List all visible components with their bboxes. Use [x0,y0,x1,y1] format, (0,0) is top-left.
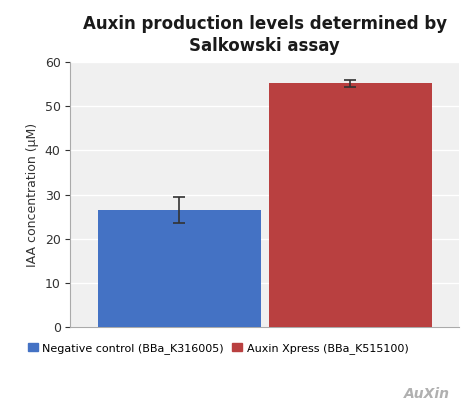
Legend: Negative control (BBa_K316005), Auxin Xpress (BBa_K515100): Negative control (BBa_K316005), Auxin Xp… [23,338,413,358]
Bar [98,210,261,327]
Text: AuXin: AuXin [404,387,450,401]
Title: Auxin production levels determined by
Salkowski assay: Auxin production levels determined by Sa… [82,15,447,55]
Y-axis label: IAA concentration (μM): IAA concentration (μM) [26,123,39,267]
Bar [269,83,432,327]
